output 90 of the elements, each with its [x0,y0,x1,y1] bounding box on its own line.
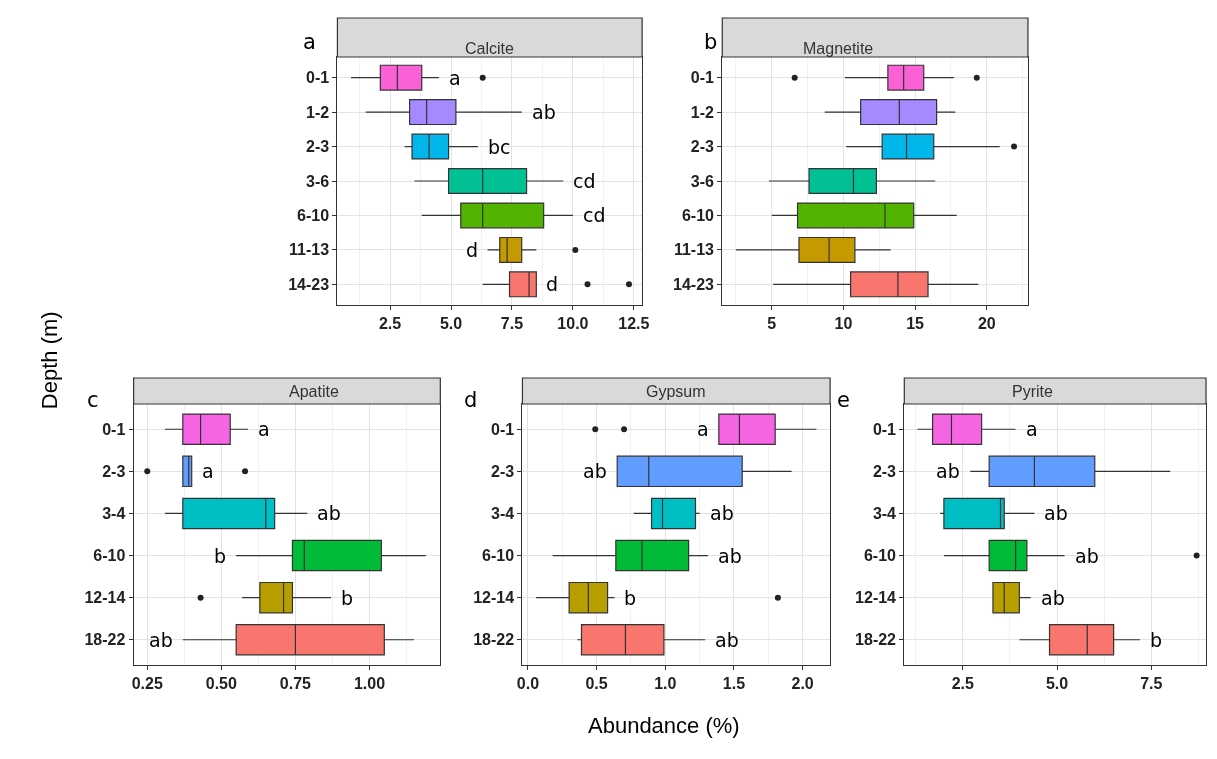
annotation: ab [1044,502,1068,524]
x-tick-label: 7.5 [500,315,524,333]
y-tick-label: 2-3 [306,138,330,156]
annotation: ab [1075,545,1099,567]
y-axis-title: Depth (m) [37,311,63,410]
y-tick-label: 0-1 [491,420,515,438]
y-tick-label: 2-3 [491,462,515,480]
x-axis-title: Abundance (%) [588,713,740,738]
x-tick-label: 0.25 [131,675,163,693]
y-tick-label: 12-14 [855,589,897,607]
y-tick-label: 6-10 [93,547,126,565]
x-tick-label: 12.5 [618,315,650,333]
y-tick-label: 18-22 [84,631,126,649]
x-tick-label: 0.50 [205,675,237,693]
annotation: a [258,418,270,440]
annotation: a [697,418,709,440]
annotation: a [202,460,214,482]
x-tick-label: 0.75 [279,675,312,693]
y-tick-label: 6-10 [863,547,897,565]
annotation: bc [488,136,511,158]
annotation: b [214,545,227,567]
y-tick-label: 2-3 [102,462,126,480]
text: d [464,388,478,412]
annotation: ab [715,629,739,651]
chart-title: Gypsum [646,383,706,400]
annotation: d [546,273,559,295]
y-tick-label: 2-3 [690,138,715,156]
y-tick-label: 14-23 [673,275,715,293]
annotation: b [341,587,354,609]
y-tick-label: 3-6 [306,172,330,190]
annotation: b [624,587,637,609]
y-tick-label: 3-4 [491,505,515,523]
text: c [87,388,99,412]
chart-title: Apatite [289,383,339,400]
text: e [837,388,850,412]
x-tick-label: 7.5 [1140,675,1163,693]
chart-title: Magnetite [803,40,874,57]
text: a [303,30,316,54]
annotation: ab [317,502,341,524]
x-tick-label: 15 [906,315,925,333]
y-tick-label: 1-2 [306,103,330,121]
annotation: d [466,239,479,261]
x-tick-label: 5.0 [439,315,463,333]
y-tick-label: 6-10 [482,547,515,565]
y-tick-label: 1-2 [690,103,715,121]
annotation: b [1150,629,1163,651]
y-tick-label: 6-10 [681,207,715,225]
x-tick-label: 1.00 [353,675,386,693]
x-tick-label: 1.5 [722,675,746,693]
y-tick-label: 0-1 [306,69,330,87]
annotation: ab [532,101,556,123]
annotation: ab [710,502,734,524]
y-tick-label: 6-10 [297,207,330,225]
y-tick-label: 3-4 [872,505,897,523]
annotation: ab [583,460,607,482]
annotation: a [449,67,461,89]
y-tick-label: 3-4 [102,505,126,523]
annotation: ab [718,545,742,567]
chart-title: Pyrite [1012,383,1053,400]
x-tick-label: 2.5 [378,315,402,333]
x-tick-label: 0.0 [516,675,540,693]
chart-title: Calcite [465,40,515,57]
y-tick-label: 11-13 [673,241,715,259]
y-tick-label: 12-14 [84,589,126,607]
x-tick-label: 0.5 [585,675,608,693]
y-tick-label: 0-1 [102,420,126,438]
y-tick-label: 11-13 [289,241,330,259]
y-tick-label: 12-14 [473,589,515,607]
x-tick-label: 2.5 [951,675,974,693]
x-tick-label: 5.0 [1045,675,1069,693]
annotation: a [1026,418,1038,440]
x-tick-label: 5 [767,315,777,333]
annotation: ab [936,460,960,482]
y-tick-label: 0-1 [872,420,897,438]
annotation: ab [149,629,173,651]
x-tick-label: 1.0 [654,675,677,693]
y-tick-label: 14-23 [288,275,330,293]
x-tick-label: 10 [834,315,853,333]
x-tick-label: 10.0 [557,315,589,333]
y-tick-label: 3-6 [690,172,715,190]
x-tick-label: 2.0 [791,675,814,693]
x-tick-label: 20 [977,315,996,333]
y-tick-label: 18-22 [855,631,897,649]
annotation: cd [573,170,596,192]
annotation: cd [583,204,606,226]
text: b [704,30,718,54]
y-tick-label: 2-3 [872,462,897,480]
annotation: ab [1041,587,1065,609]
y-tick-label: 0-1 [690,69,715,87]
y-tick-label: 18-22 [473,631,515,649]
